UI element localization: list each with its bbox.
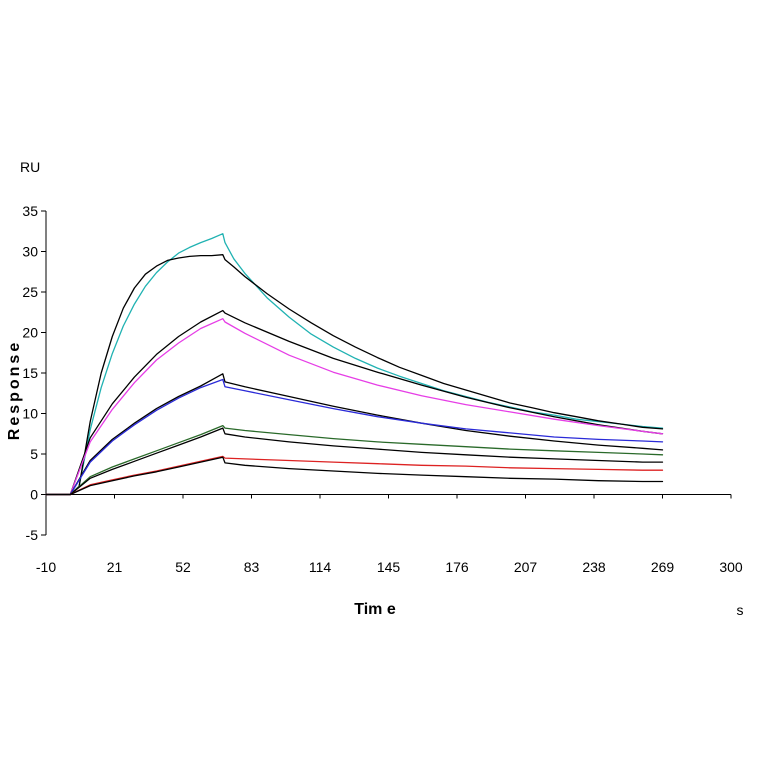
x-axis-ticks: -10 21 52 83 114 145 176 207 238 269 300 — [36, 494, 743, 575]
series-line-1 — [45, 233, 664, 496]
y-tick-label: 0 — [30, 487, 38, 503]
y-tick-label: 30 — [22, 244, 38, 260]
x-tick-label: 83 — [244, 559, 260, 575]
series-line-9 — [45, 455, 664, 496]
x-tick-label: 176 — [445, 559, 469, 575]
axes: -5 0 5 10 15 20 25 30 35 -10 21 52 83 114 145 176 207 23… — [22, 203, 742, 575]
y-axis-title: Response — [6, 340, 23, 440]
x-axis-title: Tim e — [354, 601, 396, 618]
x-tick-label: 114 — [309, 559, 332, 575]
x-tick-label: 21 — [107, 559, 123, 575]
y-tick-label: 10 — [22, 406, 38, 422]
series-line-4 — [45, 318, 664, 496]
x-tick-label: 300 — [719, 559, 743, 575]
x-tick-label: 269 — [651, 559, 675, 575]
x-tick-label: -10 — [36, 559, 56, 575]
y-axis-unit: RU — [20, 159, 40, 175]
series-line-10 — [45, 456, 664, 496]
x-axis-unit: s — [737, 602, 744, 618]
series-line-2 — [45, 254, 664, 496]
series-line-7 — [45, 424, 664, 496]
y-tick-label: -5 — [26, 527, 39, 543]
series-line-6 — [45, 378, 664, 496]
x-tick-label: 145 — [377, 559, 401, 575]
series-lines — [45, 233, 664, 496]
x-tick-label: 52 — [175, 559, 191, 575]
y-tick-label: 20 — [22, 325, 38, 341]
series-line-8 — [45, 427, 664, 496]
y-tick-label: 15 — [22, 365, 38, 381]
y-tick-label: 5 — [30, 446, 38, 462]
x-tick-label: 238 — [582, 559, 606, 575]
series-line-3 — [45, 309, 664, 496]
y-tick-label: 35 — [22, 203, 38, 219]
y-axis-ticks: -5 0 5 10 15 20 25 30 35 — [22, 203, 46, 543]
series-line-5 — [45, 373, 664, 496]
x-tick-label: 207 — [514, 559, 538, 575]
y-tick-label: 25 — [22, 284, 38, 300]
